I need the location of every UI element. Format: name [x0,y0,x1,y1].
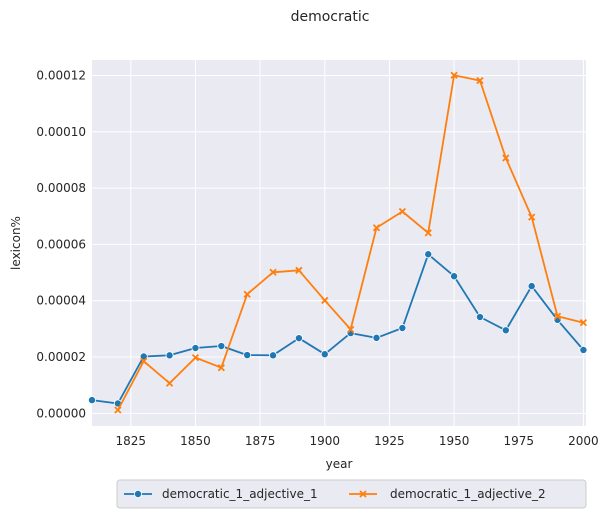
data-point [243,290,251,298]
x-tick-label: 1900 [310,434,341,448]
data-point [347,325,355,334]
data-point [528,213,536,221]
data-point [501,326,510,335]
y-tick-label: 0.00010 [36,125,86,139]
grid-lines [92,60,586,426]
chart-title: democratic [291,9,370,25]
data-point [450,71,458,79]
x-tick-label: 2000 [568,434,599,448]
data-point [269,351,278,360]
y-tick-label: 0.00008 [36,181,86,195]
data-point [114,406,122,414]
data-point [191,344,200,353]
data-point [398,207,407,216]
data-point [217,364,225,372]
x-tick-label: 1950 [439,434,470,448]
x-tick-label: 1925 [374,434,405,448]
data-point [579,319,588,327]
data-point [243,351,252,360]
data-point [372,224,381,232]
legend-marker-series-1 [133,489,142,498]
data-point [165,351,174,360]
data-point [320,350,329,359]
data-point [321,296,329,305]
data-point [88,396,97,405]
x-axis-label: year [326,457,353,471]
y-tick-label: 0.00006 [36,237,86,251]
legend: democratic_1_adjective_1 democratic_1_ad… [116,479,587,509]
data-point [217,342,226,351]
x-axis-ticks: 1825 1850 1875 1900 1925 1950 1975 2000 [116,434,599,448]
data-point [475,313,484,322]
data-point [269,268,277,276]
legend-label-series-1: democratic_1_adjective_1 [162,487,318,501]
data-point [527,282,536,291]
data-point [424,250,433,259]
series-layer [88,71,588,414]
y-axis-ticks: 0.00000 0.00002 0.00004 0.00006 0.00008 0.000… [36,68,86,420]
y-tick-label: 0.00012 [36,68,86,82]
series-line-1 [91,253,585,405]
legend-label-series-2: democratic_1_adjective_2 [390,487,546,501]
data-point [372,333,381,342]
data-point [398,324,407,333]
x-tick-label: 1850 [180,434,211,448]
plot-area [92,60,586,426]
x-tick-label: 1825 [116,434,147,448]
y-tick-label: 0.00004 [36,294,86,308]
data-point [553,312,562,320]
x-tick-label: 1975 [503,434,534,448]
data-point [294,334,303,343]
data-point [476,76,484,85]
data-point [165,379,174,387]
x-tick-label: 1875 [245,434,276,448]
data-point [579,345,588,354]
data-point [502,154,510,162]
data-point [450,272,459,281]
data-point [140,357,148,365]
legend-marker-series-2 [359,490,367,498]
data-point [295,266,303,274]
y-tick-label: 0.00000 [36,406,86,420]
y-tick-label: 0.00002 [36,350,86,364]
y-axis-label: lexicon% [9,216,23,270]
data-point [424,229,432,237]
data-point [191,353,200,362]
